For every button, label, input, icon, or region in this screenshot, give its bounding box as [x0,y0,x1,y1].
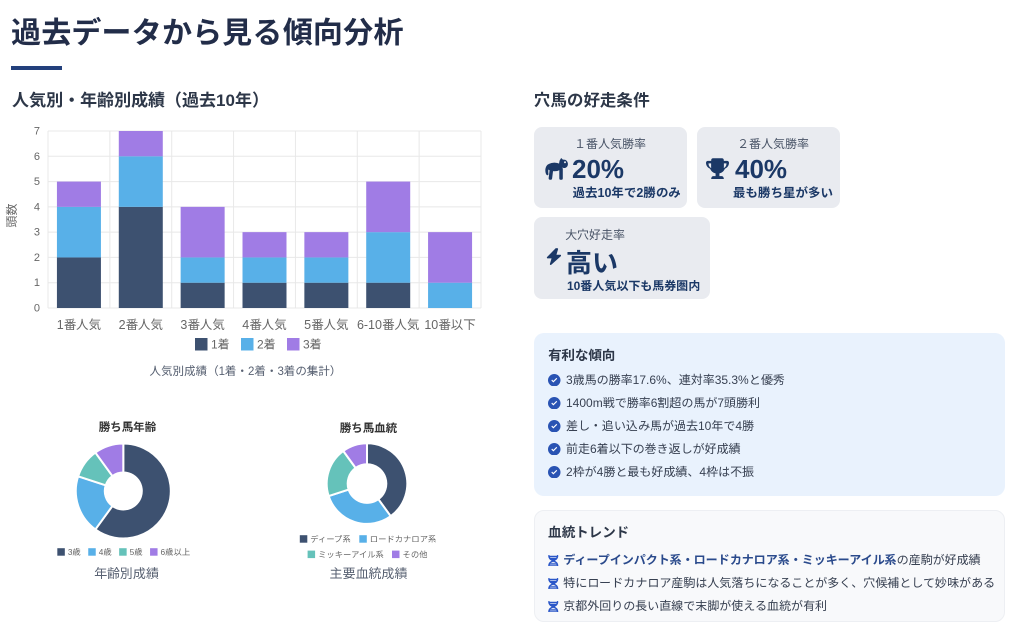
svg-text:2: 2 [34,252,40,264]
svg-text:1着: 1着 [211,338,230,352]
svg-text:6: 6 [34,151,40,163]
svg-text:ミッキーアイル系: ミッキーアイル系 [318,549,384,559]
svg-text:1: 1 [34,277,40,289]
svg-text:5歳: 5歳 [130,547,144,557]
svg-text:0: 0 [34,303,40,315]
svg-text:4歳: 4歳 [99,547,113,557]
svg-text:ロードカナロア系: ロードカナロア系 [370,534,437,544]
svg-text:4: 4 [34,201,40,213]
svg-text:3歳: 3歳 [68,547,82,557]
svg-text:3着: 3着 [303,338,322,352]
svg-text:ディープ系: ディープ系 [310,534,351,544]
svg-text:10番以下: 10番以下 [424,318,476,332]
svg-text:3: 3 [34,227,40,239]
svg-text:5番人気: 5番人気 [304,318,348,332]
svg-text:7: 7 [34,126,40,138]
svg-text:4番人気: 4番人気 [242,318,286,332]
svg-text:6歳以上: 6歳以上 [161,547,191,557]
svg-text:2番人気: 2番人気 [119,318,163,332]
svg-text:3番人気: 3番人気 [180,318,224,332]
svg-text:5: 5 [34,176,40,188]
svg-text:その他: その他 [403,549,429,559]
svg-text:頭数: 頭数 [5,203,19,227]
svg-text:6-10番人気: 6-10番人気 [357,318,420,332]
svg-text:2着: 2着 [257,338,276,352]
svg-text:1番人気: 1番人気 [57,318,101,332]
